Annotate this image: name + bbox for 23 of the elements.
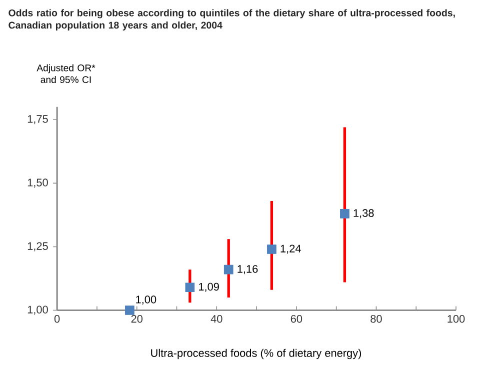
point: [185, 282, 195, 292]
data-label: 1,16: [238, 265, 258, 274]
point: [340, 209, 350, 218]
chart-title: Odds ratio for being obese according to quintiles of the dietary share of ultra-processed foods, Canadian population 18 years and older, 2004: [8, 9, 455, 31]
x-tick-label: 20: [131, 314, 142, 323]
data-label: 1,09: [199, 282, 219, 292]
y-tick-label: 1,25: [28, 242, 48, 252]
x-tick-label: 100: [448, 314, 465, 323]
point: [125, 306, 134, 315]
x-tick-label: 0: [54, 314, 60, 323]
y-tick-label: 1,00: [28, 306, 48, 315]
x-axis-title: Ultra-processed foods (% of dietary energy): [151, 348, 362, 360]
data-label: 1,24: [280, 244, 301, 254]
x-tick-label: 60: [290, 314, 302, 323]
y-axis-title: Adjusted OR* and 95% CI: [36, 64, 96, 84]
point: [224, 264, 234, 274]
y-tick-label: 1,75: [28, 115, 48, 124]
y-tick-label: 1,50: [28, 178, 48, 188]
data-label: 1,38: [354, 209, 374, 218]
x-tick-label: 80: [370, 314, 382, 323]
point: [267, 244, 276, 254]
x-tick-label: 40: [210, 314, 222, 323]
data-label: 1,00: [136, 296, 156, 305]
